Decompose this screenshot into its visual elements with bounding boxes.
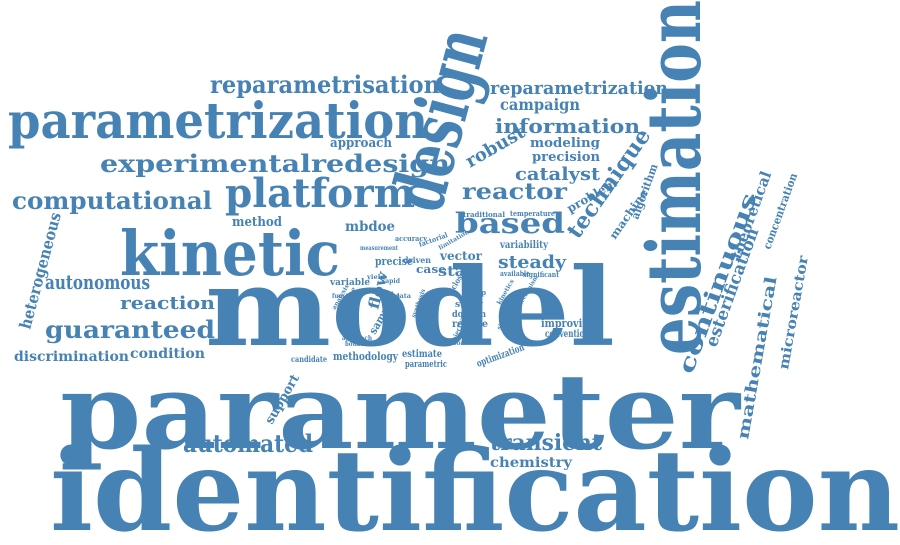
word-reactor: reactor xyxy=(462,179,567,205)
word-modeling: modeling xyxy=(530,136,600,151)
word-campaign: campaign xyxy=(500,95,580,114)
word-chemistry: chemistry xyxy=(490,455,573,471)
word-information: information xyxy=(495,114,640,138)
word-significant: significant xyxy=(523,270,560,279)
word-measurement: measurement xyxy=(360,245,398,252)
word-conventional: conventional xyxy=(545,329,597,340)
word-platform: platform xyxy=(225,170,415,217)
word-catalyst: catalyst xyxy=(515,164,601,185)
word-parametric: parametric xyxy=(405,360,447,370)
word-traditional: traditional xyxy=(463,210,505,219)
word-vector: vector xyxy=(439,249,483,263)
word-variable: variable xyxy=(329,278,370,288)
word-experimentalredesign: experimentalredesign xyxy=(100,149,450,178)
word-rapid: rapid xyxy=(382,278,401,285)
word-function: function xyxy=(332,293,359,300)
word-approach: approach xyxy=(342,335,373,342)
word-discrimination: discrimination xyxy=(14,349,129,365)
word-precision: precision xyxy=(532,150,601,165)
word-steady: steady xyxy=(498,252,567,273)
word-microreactor: microreactor xyxy=(776,254,812,371)
word-improving: improving xyxy=(541,317,596,330)
word-parameter: parameter xyxy=(60,350,741,473)
word-variability: variability xyxy=(499,240,549,251)
word-condition: condition xyxy=(130,346,205,362)
word-case: case xyxy=(416,263,446,276)
word-mbdoe: mbdoe xyxy=(345,219,395,235)
word-domain: domain xyxy=(452,310,486,320)
word-accuracy: accuracy xyxy=(395,234,428,243)
word-approach: approach xyxy=(330,136,392,151)
word-estimation: estimation xyxy=(632,0,718,355)
word-reparametrisation: reparametrisation xyxy=(210,70,440,99)
word-methodology: methodology xyxy=(333,350,398,363)
word-identification: identification xyxy=(50,426,900,545)
word-reparametrization: reparametrization xyxy=(490,78,668,99)
word-data: data xyxy=(395,293,411,300)
word-user: user xyxy=(377,288,394,298)
word-sensor: sensor xyxy=(440,340,465,347)
word-guaranteed: guaranteed xyxy=(45,315,215,344)
word-reduce: reduce xyxy=(452,319,488,330)
word-loop: loop xyxy=(470,288,486,297)
word-computational: computational xyxy=(12,186,212,215)
word-model: model xyxy=(205,245,615,371)
word-automated: automated xyxy=(183,429,313,458)
word-mathematical: mathematical xyxy=(733,275,780,441)
word-candidate: candidate xyxy=(291,354,327,364)
word-driven: driven xyxy=(403,255,431,265)
word-bounds: bounds xyxy=(345,341,368,348)
word-method: method xyxy=(232,215,282,230)
word-kinetic: kinetic xyxy=(120,217,340,290)
word-autonomous: autonomous xyxy=(45,270,150,294)
word-state: state xyxy=(438,264,483,280)
word-parametrization: parametrization xyxy=(8,91,428,150)
word-transient: transient xyxy=(490,430,603,456)
word-based: based xyxy=(455,207,565,240)
word-study: study xyxy=(455,300,484,310)
word-estimate: estimate xyxy=(402,349,442,360)
word-yield: yield xyxy=(366,274,386,281)
word-available: available xyxy=(500,269,530,278)
word-precise: precise xyxy=(375,255,413,268)
word-reaction: reaction xyxy=(120,293,215,314)
word-temperature: temperature xyxy=(510,209,555,218)
